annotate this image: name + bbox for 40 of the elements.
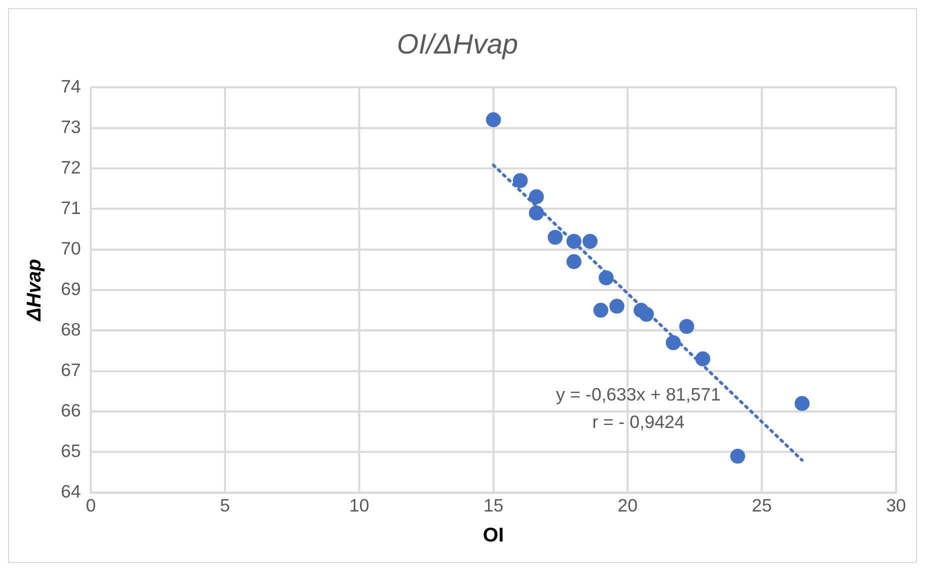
point — [679, 318, 694, 334]
point — [666, 335, 681, 350]
x-tick-label: 20 — [618, 495, 638, 516]
annotation: y = -0,633x + 81,571 — [556, 384, 721, 404]
y-tick-label: 66 — [60, 400, 81, 421]
point — [512, 173, 528, 188]
point — [598, 270, 614, 286]
point — [695, 351, 710, 366]
y-tick-label: 70 — [60, 238, 81, 258]
point — [638, 306, 654, 322]
y-tick-label: 68 — [60, 319, 81, 340]
x-axis-title: OI — [482, 524, 504, 547]
point — [794, 396, 810, 411]
x-tick-label: 10 — [349, 495, 370, 516]
point — [593, 302, 608, 318]
point — [582, 234, 598, 249]
chart-title: OI/ΔHvap — [396, 28, 518, 60]
y-tick-label: 73 — [60, 116, 81, 137]
y-tick-label: 72 — [60, 157, 81, 178]
point — [528, 205, 544, 220]
y-tick-label: 69 — [60, 278, 81, 299]
y-axis-title: ΔHvap — [23, 258, 46, 322]
point — [548, 230, 563, 245]
x-tick-label: 25 — [752, 495, 772, 516]
x-tick-label: 15 — [483, 495, 504, 516]
y-tick-label: 71 — [60, 198, 81, 218]
point — [730, 448, 746, 464]
annotation: r = - 0,9424 — [592, 412, 685, 432]
y-tick-label: 65 — [60, 441, 81, 462]
point — [486, 112, 501, 128]
point — [528, 189, 544, 204]
point — [566, 234, 582, 249]
y-tick-label: 64 — [60, 482, 81, 502]
x-tick-label: 30 — [886, 495, 906, 516]
y-tick-label: 74 — [60, 76, 81, 96]
y-tick-label: 67 — [60, 360, 81, 380]
x-tick-label: 0 — [86, 495, 96, 516]
point — [609, 298, 624, 314]
x-tick-label: 5 — [220, 495, 230, 516]
point — [566, 254, 582, 270]
